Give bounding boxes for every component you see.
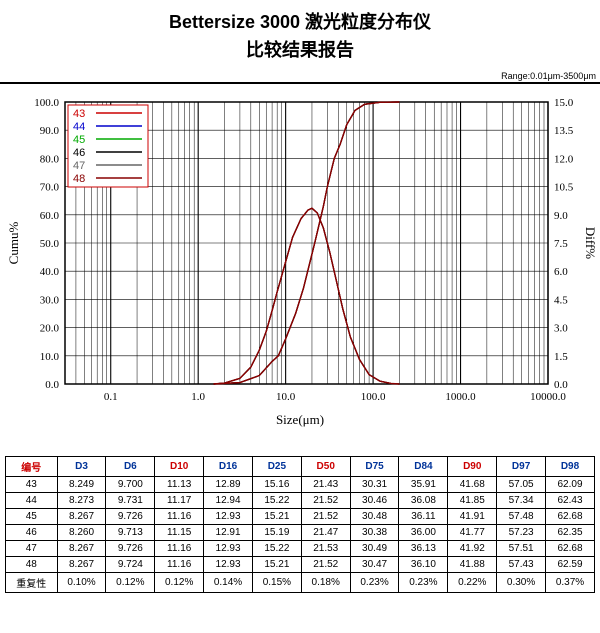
- svg-text:6.0: 6.0: [554, 266, 568, 278]
- range-text: Range:0.01μm-3500μm: [501, 71, 596, 81]
- table-header: 编号: [6, 457, 58, 477]
- table-header: D16: [204, 457, 253, 477]
- svg-text:60.0: 60.0: [40, 210, 60, 222]
- svg-text:80.0: 80.0: [40, 153, 60, 165]
- svg-text:10.5: 10.5: [554, 182, 574, 194]
- table-header: D50: [301, 457, 350, 477]
- svg-text:9.0: 9.0: [554, 210, 568, 222]
- svg-text:30.0: 30.0: [40, 294, 60, 306]
- title-line2: 比较结果报告: [0, 36, 600, 62]
- table-header: D98: [546, 457, 595, 477]
- svg-text:0.0: 0.0: [554, 379, 568, 391]
- table-row: 重复性0.10%0.12%0.12%0.14%0.15%0.18%0.23%0.…: [6, 573, 595, 593]
- svg-text:45: 45: [73, 134, 85, 146]
- results-table: 编号D3D6D10D16D25D50D75D84D90D97D98438.249…: [5, 456, 595, 593]
- svg-text:7.5: 7.5: [554, 238, 568, 250]
- svg-text:Cumu%: Cumu%: [6, 222, 21, 265]
- svg-text:10.0: 10.0: [40, 351, 60, 363]
- svg-text:44: 44: [73, 121, 85, 133]
- title-line1: Bettersize 3000 激光粒度分布仪: [0, 8, 600, 34]
- svg-text:1000.0: 1000.0: [445, 391, 476, 403]
- svg-text:15.0: 15.0: [554, 97, 574, 109]
- svg-text:0.0: 0.0: [45, 379, 59, 391]
- table-row: 468.2609.71311.1512.9115.1921.4730.3836.…: [6, 525, 595, 541]
- svg-text:70.0: 70.0: [40, 182, 60, 194]
- table-header: D84: [399, 457, 448, 477]
- svg-text:12.0: 12.0: [554, 153, 574, 165]
- svg-text:46: 46: [73, 147, 85, 159]
- table-row: 478.2679.72611.1612.9315.2221.5330.4936.…: [6, 541, 595, 557]
- table-row: 448.2739.73111.1712.9415.2221.5230.4636.…: [6, 493, 595, 509]
- svg-text:48: 48: [73, 173, 85, 185]
- svg-text:40.0: 40.0: [40, 266, 60, 278]
- svg-text:20.0: 20.0: [40, 323, 60, 335]
- svg-text:47: 47: [73, 160, 85, 172]
- svg-text:100.0: 100.0: [361, 391, 386, 403]
- svg-text:3.0: 3.0: [554, 323, 568, 335]
- table-row: 458.2679.72611.1612.9315.2121.5230.4836.…: [6, 509, 595, 525]
- svg-text:Diff%: Diff%: [583, 227, 598, 259]
- svg-text:0.1: 0.1: [104, 391, 118, 403]
- svg-text:90.0: 90.0: [40, 125, 60, 137]
- table-row: 438.2499.70011.1312.8915.1621.4330.3135.…: [6, 477, 595, 493]
- table-row: 488.2679.72411.1612.9315.2121.5230.4736.…: [6, 557, 595, 573]
- svg-text:10000.0: 10000.0: [530, 391, 566, 403]
- table-header: D3: [57, 457, 106, 477]
- svg-text:4.5: 4.5: [554, 294, 568, 306]
- table-header: D10: [155, 457, 204, 477]
- svg-text:10.0: 10.0: [276, 391, 296, 403]
- table-header: D97: [497, 457, 546, 477]
- table-header: D75: [350, 457, 399, 477]
- particle-size-chart: 0.0 10.0 20.0 30.0 40.0 50.0 60.0 70.0 80.0 90.0 1…: [0, 84, 600, 414]
- svg-text:1.0: 1.0: [191, 391, 205, 403]
- table-header: D6: [106, 457, 155, 477]
- svg-text:13.5: 13.5: [554, 125, 574, 137]
- table-header: D90: [448, 457, 497, 477]
- table-header: D25: [252, 457, 301, 477]
- svg-text:100.0: 100.0: [34, 97, 59, 109]
- svg-text:1.5: 1.5: [554, 351, 568, 363]
- svg-text:43: 43: [73, 108, 85, 120]
- svg-text:50.0: 50.0: [40, 238, 60, 250]
- x-axis-label: Size(μm): [0, 412, 600, 428]
